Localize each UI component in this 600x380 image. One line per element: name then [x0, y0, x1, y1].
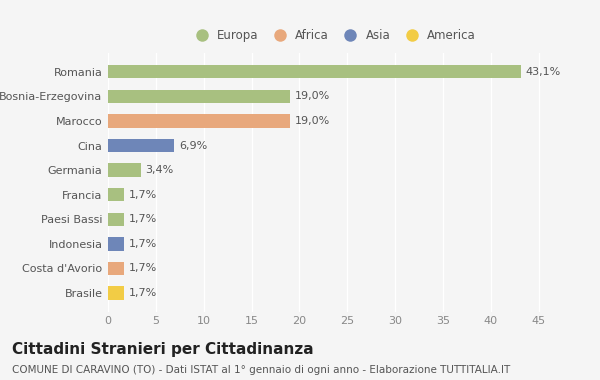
- Bar: [108, 114, 290, 128]
- Legend: Europa, Africa, Asia, America: Europa, Africa, Asia, America: [190, 29, 476, 42]
- Text: 1,7%: 1,7%: [129, 190, 157, 200]
- Text: COMUNE DI CARAVINO (TO) - Dati ISTAT al 1° gennaio di ogni anno - Elaborazione T: COMUNE DI CARAVINO (TO) - Dati ISTAT al …: [12, 365, 510, 375]
- Text: 3,4%: 3,4%: [145, 165, 173, 175]
- Text: 1,7%: 1,7%: [129, 214, 157, 224]
- Bar: [108, 163, 140, 177]
- Text: 19,0%: 19,0%: [295, 91, 330, 101]
- Text: 19,0%: 19,0%: [295, 116, 330, 126]
- Bar: [108, 262, 124, 275]
- Bar: [108, 188, 124, 201]
- Text: 1,7%: 1,7%: [129, 263, 157, 274]
- Bar: [108, 65, 521, 79]
- Text: 6,9%: 6,9%: [179, 141, 207, 150]
- Text: 43,1%: 43,1%: [526, 67, 560, 77]
- Bar: [108, 237, 124, 251]
- Bar: [108, 212, 124, 226]
- Bar: [108, 90, 290, 103]
- Text: 1,7%: 1,7%: [129, 239, 157, 249]
- Bar: [108, 139, 174, 152]
- Bar: [108, 286, 124, 300]
- Text: Cittadini Stranieri per Cittadinanza: Cittadini Stranieri per Cittadinanza: [12, 342, 314, 357]
- Text: 1,7%: 1,7%: [129, 288, 157, 298]
